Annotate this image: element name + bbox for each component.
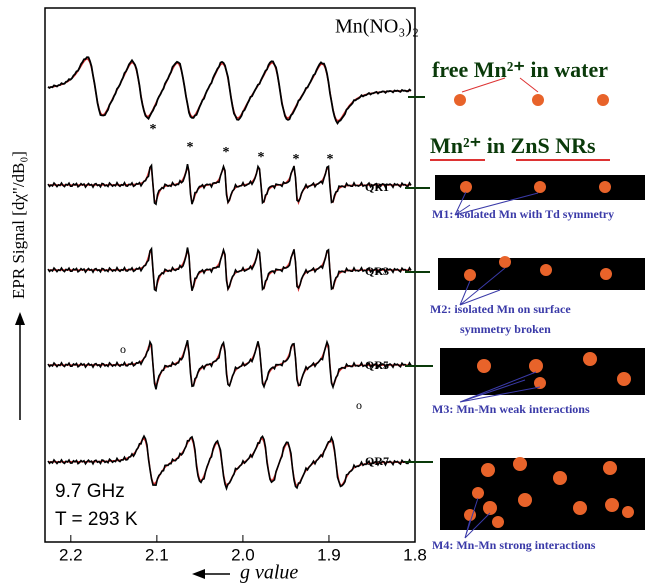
frequency: 9.7 GHz (55, 481, 125, 502)
pointer (459, 371, 541, 403)
x-arrow-head (192, 569, 205, 579)
panel-heading: Mn²⁺ in ZnS NRs (430, 133, 596, 158)
pointer (459, 267, 506, 306)
mn-ions (460, 181, 634, 528)
sample-label: QR7 (365, 454, 389, 468)
link-arrows (405, 96, 433, 463)
spectrum (47, 339, 412, 390)
model-label: M1: isolated Mn with Td symmetry (432, 207, 614, 221)
x-axis: 2.2 2.1 2.0 1.9 1.8 (59, 535, 427, 564)
sample-label: QR1 (365, 180, 389, 194)
pointer (454, 191, 539, 216)
spectrum (48, 437, 411, 487)
y-arrow-head (15, 312, 25, 325)
sample-label: QR5 (365, 358, 389, 372)
x-tick-label: 1.8 (403, 545, 427, 564)
mn-ion (597, 94, 609, 106)
temperature: T = 293 K (55, 509, 138, 530)
model-label: M4: Mn-Mn strong interactions (432, 538, 596, 552)
peak-marker: * (187, 140, 194, 155)
model-label: symmetry broken (460, 322, 551, 336)
peak-marker: * (223, 145, 230, 160)
side-marker: o (356, 398, 362, 412)
mn-ion (454, 94, 466, 106)
pointer (464, 497, 491, 539)
side-marker: o (120, 342, 126, 356)
spectrum (47, 163, 412, 206)
peak-marker: * (258, 150, 265, 165)
x-axis-label: g value (240, 562, 298, 584)
model-label: M2: isolated Mn on surface (430, 302, 571, 316)
pointer (461, 77, 539, 93)
plot-frame (44, 7, 416, 543)
x-tick-label: 2.0 (231, 545, 255, 564)
mn-ion (532, 94, 544, 106)
peak-marker: * (293, 152, 300, 167)
spectrum (47, 56, 412, 125)
x-tick-label: 1.9 (317, 545, 341, 564)
x-tick-label: 2.1 (145, 545, 169, 564)
spectra (47, 56, 412, 492)
spectrum (47, 246, 412, 292)
spectrum (47, 434, 412, 492)
x-tick-label: 2.2 (59, 545, 83, 564)
peak-marker: * (327, 152, 334, 167)
model-panel: free Mn²⁺ in water Mn²⁺ in ZnS NRs M1: i… (405, 57, 645, 552)
model-label: M3: Mn-Mn weak interactions (432, 402, 590, 416)
sample-label: Mn(NO₃)₂ (335, 16, 419, 38)
sample-label: QR3 (365, 264, 389, 278)
y-axis-label: EPR Signal [dχ"/dB₀] (9, 151, 28, 299)
peak-marker: * (150, 122, 157, 137)
